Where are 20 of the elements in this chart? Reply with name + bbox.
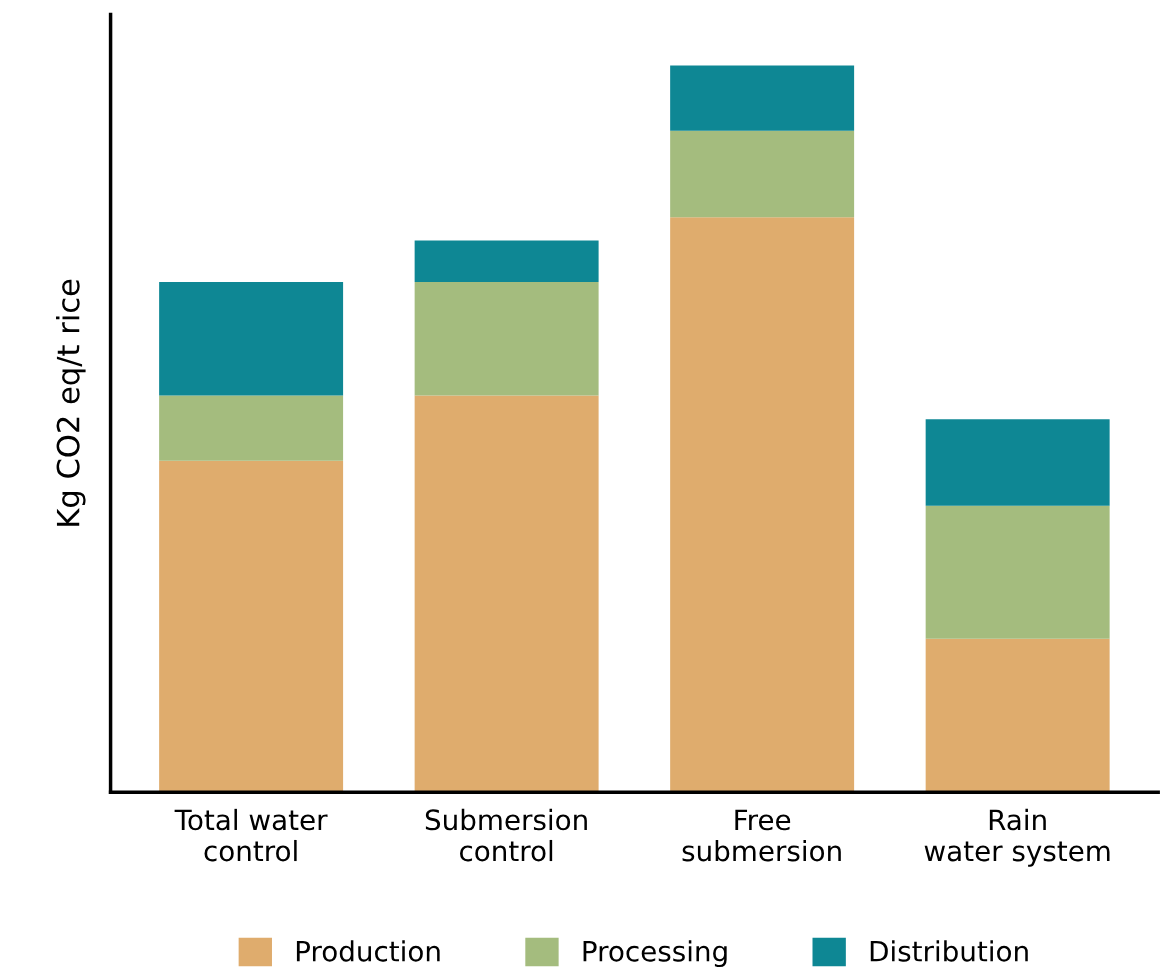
- legend-label: Production: [296, 940, 440, 962]
- legend-label: Processing: [583, 940, 727, 968]
- bar: [159, 395, 344, 461]
- bar: [414, 240, 599, 283]
- bar: [925, 505, 1110, 639]
- x-tick-label: Rain water system: [924, 808, 1110, 867]
- bar: [159, 460, 344, 793]
- bar: [414, 282, 599, 396]
- bar: [925, 419, 1110, 506]
- legend-label: Distribution: [870, 940, 1028, 962]
- bar: [670, 217, 855, 793]
- bar: [925, 638, 1110, 793]
- bar: [670, 130, 855, 218]
- x-tick-label: Submersion control: [425, 808, 587, 862]
- x-tick-label: Total water control: [174, 808, 328, 862]
- x-tick-label: Free submersion: [682, 809, 841, 862]
- y-axis-title: Kg CO2 eq/t rice: [56, 279, 86, 526]
- bar: [159, 282, 344, 396]
- bar: [670, 65, 855, 131]
- bar: [414, 395, 599, 793]
